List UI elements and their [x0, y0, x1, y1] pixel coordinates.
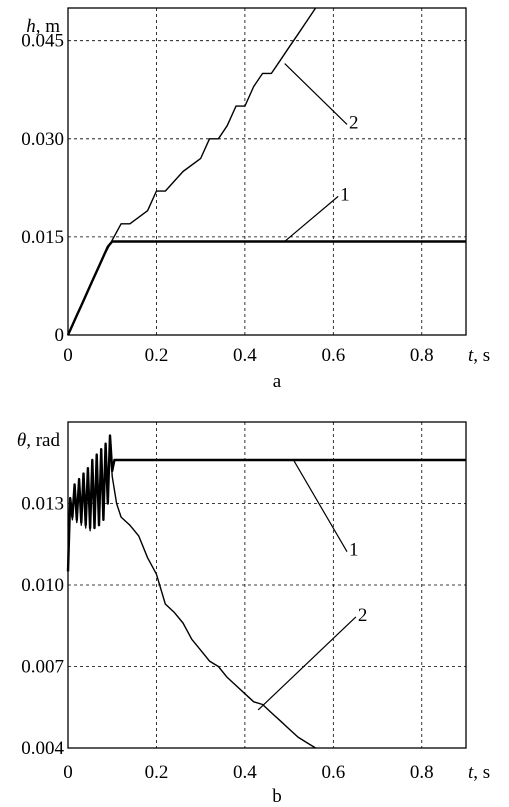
- chart-b-y-tick-label: 0.007: [21, 657, 64, 678]
- chart-b-x-tick-label: 0.6: [321, 762, 345, 783]
- chart-b-annotation-label-2: 2: [358, 605, 368, 626]
- chart-a-y-axis-unit: , m: [36, 16, 61, 37]
- chart-a-y-tick-label: 0.045: [21, 31, 64, 52]
- chart-b-series-2-line: [67, 437, 316, 749]
- chart-a-x-tick-label: 0.8: [410, 345, 434, 366]
- chart-b-x-tick-label: 0.4: [233, 762, 257, 783]
- chart-b-x-tick-label: 0.2: [145, 762, 169, 783]
- chart-a-y-tick-label: 0.015: [21, 227, 64, 248]
- chart-a-annotation-label-1: 1: [340, 184, 350, 205]
- chart-b-x-tick-label: 0: [63, 762, 73, 783]
- chart-a-plot-frame: [67, 7, 467, 336]
- chart-b-y-tick-label: 0.004: [21, 738, 64, 759]
- chart-b-x-axis-symbol: t: [468, 762, 474, 783]
- chart-b-x-tick-label: 0.8: [410, 762, 434, 783]
- chart-a-annotation-label-2: 2: [349, 112, 359, 133]
- chart-a-y-tick-label: 0.030: [21, 129, 64, 150]
- chart-b-y-tick-label: 0.013: [21, 494, 64, 515]
- chart-b-y-tick-label: 0.010: [21, 575, 64, 596]
- chart-a-x-tick-label: 0.2: [145, 345, 169, 366]
- chart-a-annotation-leader-2: [284, 63, 348, 125]
- chart-a-x-axis-label: t, s: [468, 345, 490, 366]
- chart-b-annotation-label-1: 1: [349, 540, 359, 561]
- chart-b-y-axis-symbol: θ: [17, 430, 26, 451]
- chart-a-x-tick-label: 0.4: [233, 345, 257, 366]
- chart-b-y-axis-label: θ, rad: [17, 430, 61, 451]
- chart-a-x-axis-unit: , s: [473, 345, 490, 366]
- chart-a-annotation-leader-1: [284, 195, 339, 242]
- chart-a-y-tick-label: 0: [55, 325, 65, 346]
- chart-a-x-tick-label: 0.6: [321, 345, 345, 366]
- chart-a-y-axis-label: h, m: [26, 16, 60, 37]
- chart-panel-b: 0 0.2 0.4 0.6 0.8 0.004 0.007 0.010 0.013 θ, rad t…: [17, 421, 490, 807]
- chart-a-y-axis-symbol: h: [26, 16, 36, 37]
- chart-b-x-axis-label: t, s: [468, 762, 490, 783]
- chart-b-annotation-leader-1: [293, 459, 348, 552]
- chart-b-x-axis-unit: , s: [473, 762, 490, 783]
- chart-b-plot-frame: [67, 421, 467, 749]
- chart-a-x-tick-label: 0: [63, 345, 73, 366]
- chart-b-panel-label: b: [272, 786, 282, 807]
- chart-b-annotation-leader-2: [257, 616, 357, 711]
- chart-a-series-1-line: [66, 240, 466, 336]
- chart-a-series-2-line: [67, 7, 317, 336]
- chart-b-y-axis-unit: , rad: [26, 430, 60, 451]
- chart-a-x-axis-symbol: t: [468, 345, 474, 366]
- chart-a-panel-label: a: [273, 371, 282, 392]
